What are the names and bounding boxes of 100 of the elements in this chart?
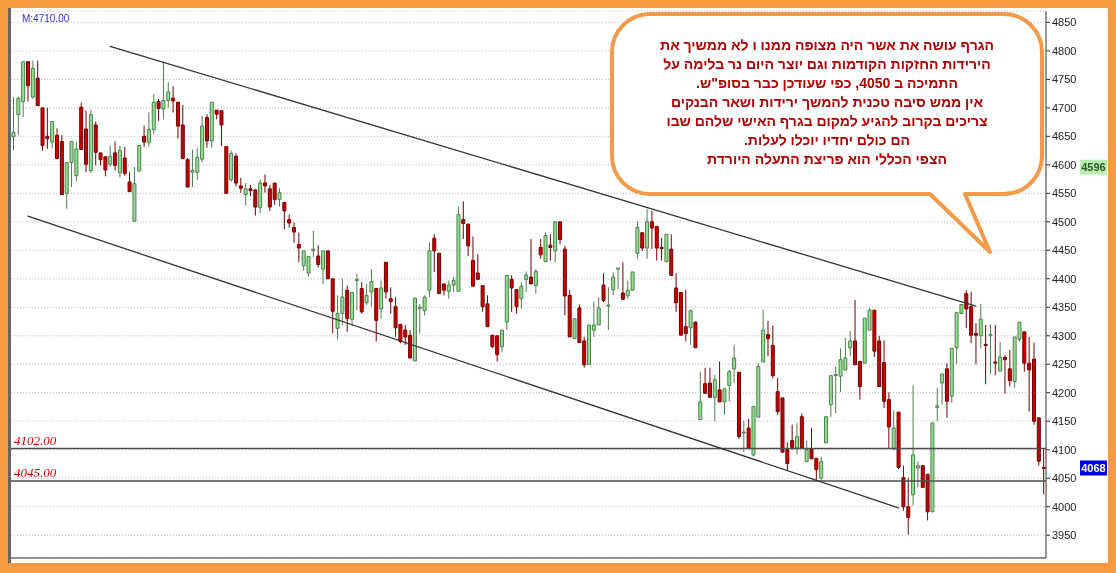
candlestick	[688, 309, 693, 346]
candlestick	[601, 272, 606, 303]
candlestick	[238, 177, 243, 194]
candlestick	[117, 144, 122, 178]
candlestick	[732, 344, 737, 384]
candlestick	[379, 280, 384, 320]
candlestick	[616, 267, 621, 290]
candlestick	[243, 182, 248, 206]
candlestick	[930, 422, 935, 513]
candlestick	[669, 233, 674, 276]
candlestick	[209, 101, 214, 149]
candlestick	[896, 411, 901, 470]
candlestick	[1002, 354, 1007, 395]
candlestick	[26, 61, 31, 103]
y-tick-label: 4750	[1052, 73, 1077, 86]
candlestick	[161, 61, 166, 120]
candlestick	[263, 174, 267, 194]
candlestick	[819, 456, 824, 481]
candlestick	[108, 144, 113, 168]
candlestick	[978, 303, 983, 349]
candlestick	[509, 274, 514, 313]
ref-line-label: 4045.00	[14, 465, 57, 481]
y-tick-label: 4000	[1052, 500, 1077, 513]
candlestick	[437, 252, 442, 295]
candlestick	[30, 60, 35, 100]
y-tick-label: 4150	[1052, 415, 1077, 428]
candlestick	[233, 152, 238, 187]
ref-line-label: 4102.00	[14, 432, 57, 448]
candlestick	[761, 309, 766, 363]
candlestick	[548, 233, 553, 262]
candlestick	[693, 321, 698, 349]
candlestick	[553, 221, 558, 263]
candlestick	[824, 416, 829, 444]
candlestick	[282, 201, 287, 230]
candlestick	[703, 367, 708, 394]
candlestick	[204, 113, 209, 149]
y-tick-label: 4600	[1052, 158, 1077, 171]
candlestick	[635, 220, 640, 260]
candlestick	[746, 418, 751, 450]
candlestick	[277, 187, 282, 207]
candlestick	[504, 274, 509, 331]
candlestick	[499, 329, 504, 353]
y-tick-label: 4700	[1052, 101, 1077, 114]
candlestick	[388, 286, 393, 315]
y-tick-label: 4550	[1052, 187, 1077, 200]
candlestick	[533, 268, 538, 295]
candlestick	[606, 286, 611, 331]
candlestick	[50, 121, 55, 149]
candlestick	[712, 374, 717, 422]
candlestick	[190, 148, 195, 188]
annotation: M:4710.00	[22, 13, 70, 24]
candlestick	[519, 281, 524, 309]
y-tick-label: 4050	[1052, 472, 1077, 485]
candlestick	[354, 273, 359, 311]
candlestick	[741, 420, 746, 453]
candlestick	[180, 104, 185, 160]
candlestick	[321, 250, 326, 285]
y-tick-label: 4500	[1052, 215, 1077, 228]
candlestick	[524, 270, 529, 293]
candlestick	[770, 325, 775, 380]
candlestick	[799, 412, 804, 449]
y-tick-label: 4350	[1052, 301, 1077, 314]
y-tick-label: 4400	[1052, 272, 1077, 285]
candlestick	[640, 232, 645, 252]
candlestick	[350, 291, 355, 327]
y-tick-label: 4650	[1052, 130, 1077, 143]
candlestick	[296, 232, 301, 263]
candlestick	[949, 347, 954, 404]
y-tick-label: 4300	[1052, 329, 1077, 342]
candlestick	[127, 171, 132, 193]
candlestick	[983, 324, 988, 385]
candlestick	[645, 208, 650, 260]
candlestick	[427, 241, 432, 298]
candlestick	[229, 150, 234, 183]
candlestick	[529, 238, 533, 285]
candlestick	[432, 233, 437, 273]
candlestick	[611, 272, 616, 296]
y-tick-label: 4100	[1052, 443, 1077, 456]
y-tick-label: 3950	[1052, 529, 1077, 542]
candlestick	[224, 146, 229, 194]
candlestick	[171, 85, 176, 113]
y-tick-label: 4200	[1052, 386, 1077, 399]
candlestick	[137, 144, 142, 172]
candlestick	[891, 409, 896, 450]
candlestick	[935, 387, 940, 422]
candlestick	[940, 373, 945, 406]
candlestick	[113, 140, 118, 172]
candlestick	[11, 96, 16, 152]
candlestick	[311, 230, 316, 258]
candlestick	[988, 323, 993, 375]
candlestick	[804, 440, 809, 463]
candlestick	[698, 371, 703, 421]
candlestick	[185, 157, 190, 188]
candlestick	[35, 60, 40, 107]
candlestick	[707, 367, 712, 399]
candlestick	[142, 125, 147, 148]
candlestick	[795, 422, 799, 455]
candlestick	[727, 369, 732, 402]
candlestick	[558, 221, 563, 245]
candlestick	[364, 283, 369, 306]
